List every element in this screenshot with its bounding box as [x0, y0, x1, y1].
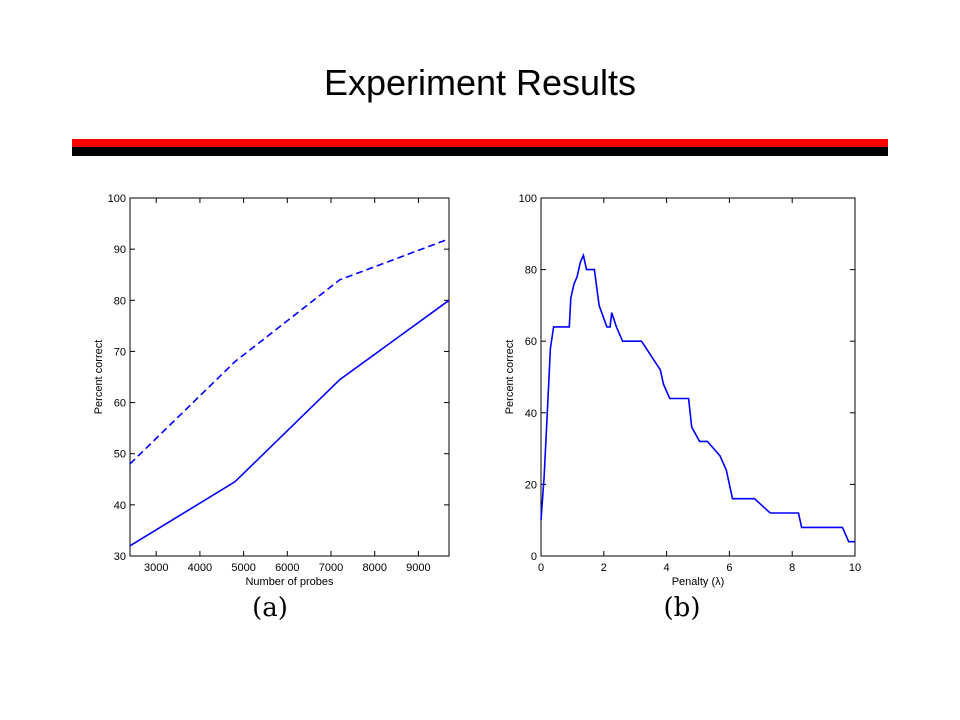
- chart-b-ytick-label: 40: [525, 408, 537, 420]
- chart-a-series-dashed-line: [129, 238, 450, 465]
- chart-b-ytick-label: 80: [525, 265, 537, 277]
- chart-b-xlabel: Penalty (λ): [672, 576, 725, 588]
- chart-b-series-solid-line: [540, 252, 855, 543]
- chart-b-xtick-label: 8: [789, 562, 795, 574]
- chart-b-xtick-label: 4: [664, 562, 670, 574]
- chart-a-xlabel: Number of probes: [245, 576, 334, 588]
- chart-a-series-solid-line: [129, 299, 450, 547]
- chart-a-xtick-label: 3000: [144, 562, 168, 574]
- chart-a-xtick-label: 8000: [362, 562, 386, 574]
- chart-a: 3000 4000 5000 6000 7000 8000 9000 30 40 50 60 70 80…: [93, 193, 450, 623]
- chart-b-ytick-label: 100: [519, 193, 537, 205]
- chart-a-xtick-label: 5000: [231, 562, 255, 574]
- chart-a-ytick-label: 50: [114, 449, 126, 461]
- chart-b-xtick-label: 0: [538, 562, 544, 574]
- chart-b-frame: [540, 197, 856, 557]
- chart-a-ytick-label: 100: [108, 193, 126, 205]
- chart-a-ytick-label: 70: [114, 346, 126, 358]
- chart-b-xtick-label: 10: [849, 562, 861, 574]
- title-rule-red: [72, 139, 888, 147]
- chart-b-xtick-label: 2: [601, 562, 607, 574]
- chart-b-ytick-label: 60: [525, 336, 537, 348]
- chart-a-ytick-label: 90: [114, 244, 126, 256]
- chart-b-ytick-label: 0: [531, 551, 537, 563]
- chart-a-ytick-label: 30: [114, 551, 126, 563]
- chart-a-xtick-label: 7000: [319, 562, 343, 574]
- chart-a-panel-label: (a): [252, 593, 288, 623]
- chart-a-ylabel: Percent correct: [93, 340, 105, 415]
- chart-a-xtick-label: 6000: [275, 562, 299, 574]
- chart-b-ylabel: Percent correct: [504, 340, 516, 415]
- slide-title: Experiment Results: [323, 62, 637, 103]
- chart-b-xtick-label: 6: [726, 562, 732, 574]
- title-rule-black: [72, 147, 888, 156]
- chart-b-ytick-label: 20: [525, 479, 537, 491]
- chart-a-ytick-label: 60: [114, 398, 126, 410]
- chart-a-ytick-label: 80: [114, 295, 126, 307]
- chart-a-xtick-label: 9000: [406, 562, 430, 574]
- chart-a-frame: [129, 197, 450, 557]
- chart-a-ytick-label: 40: [114, 500, 126, 512]
- chart-a-xtick-label: 4000: [188, 562, 212, 574]
- chart-b-panel-label: (b): [664, 593, 701, 623]
